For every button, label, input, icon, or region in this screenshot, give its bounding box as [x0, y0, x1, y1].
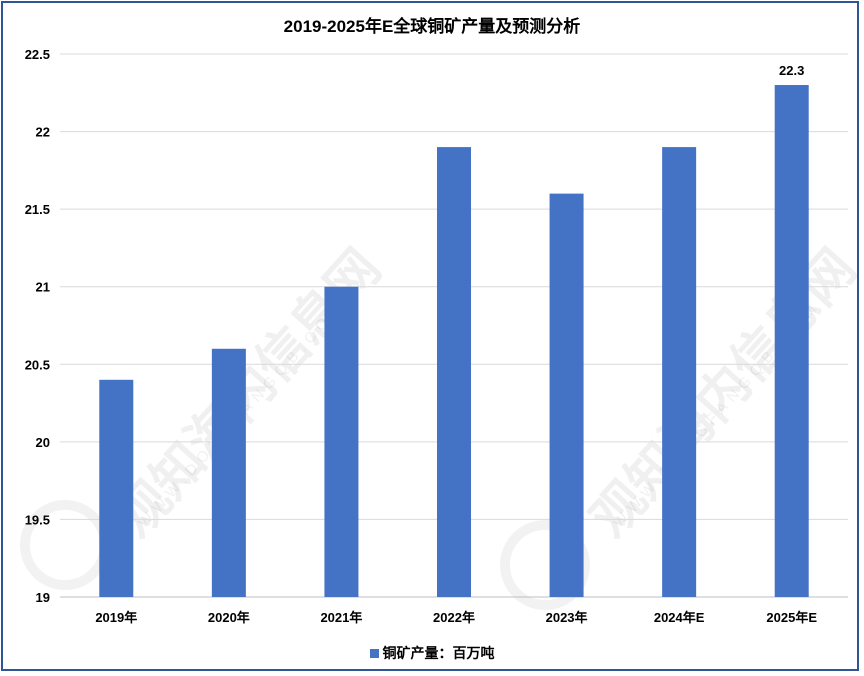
y-tick-label: 22 — [36, 125, 50, 140]
y-tick-label: 21 — [36, 280, 50, 295]
legend-swatch — [369, 649, 379, 658]
x-tick-label: 2024年E — [654, 610, 705, 625]
x-tick-label: 2021年 — [320, 610, 362, 625]
y-tick-label: 21.5 — [25, 202, 50, 217]
bar — [324, 286, 359, 597]
x-tick-label: 2022年 — [433, 610, 475, 625]
bar — [437, 147, 471, 598]
chart-title: 2019-2025年E全球铜矿产量及预测分析 — [283, 17, 581, 36]
legend-label: 铜矿产量：百万吨 — [382, 645, 495, 661]
x-tick-label: 2023年 — [546, 610, 588, 625]
y-tick-label: 19 — [36, 590, 50, 605]
x-tick-label: 2020年 — [208, 610, 250, 625]
bar — [211, 348, 246, 597]
x-tick-label: 2025年E — [766, 610, 817, 625]
bar — [549, 193, 584, 597]
bar — [774, 85, 809, 598]
y-tick-label: 20.5 — [25, 357, 50, 372]
y-tick-label: 20 — [36, 435, 50, 450]
bar — [99, 379, 134, 597]
y-tick-label: 22.5 — [25, 47, 50, 62]
data-label: 22.3 — [779, 63, 804, 78]
x-tick-label: 2019年 — [95, 610, 137, 625]
legend: 铜矿产量：百万吨 — [0, 643, 864, 663]
bar — [662, 147, 697, 598]
y-tick-label: 19.5 — [25, 512, 50, 527]
